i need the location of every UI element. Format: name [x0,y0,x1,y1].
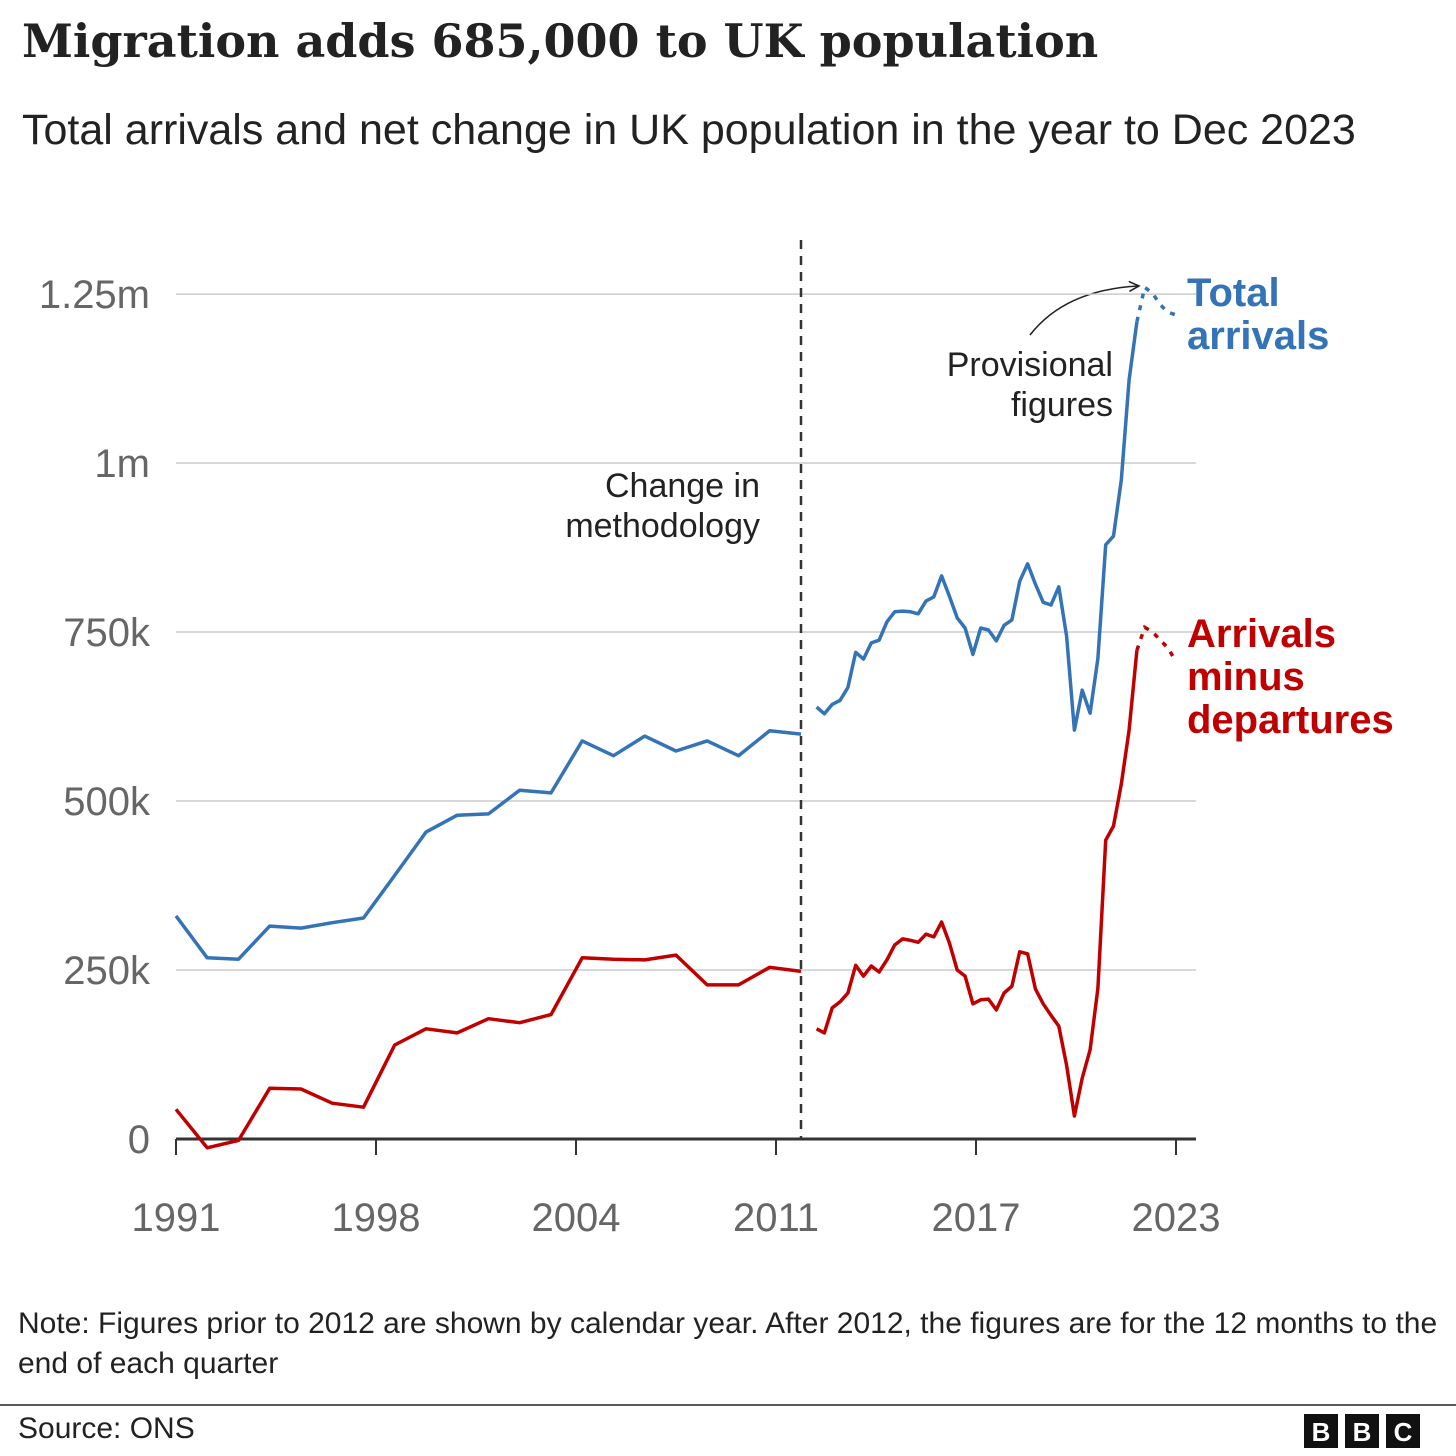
y-tick-label: 500k [63,780,151,824]
chart-note: Note: Figures prior to 2012 are shown by… [18,1307,1438,1380]
x-tick-label: 2004 [532,1196,621,1240]
y-tick-label: 1.25m [39,273,150,317]
bbc-logo: B B C [1304,1414,1420,1448]
annotation: Change in methodology [510,466,760,546]
chart-title: Migration adds 685,000 to UK population [22,14,1099,68]
series-label: Arrivals minus departures [1187,612,1394,742]
x-tick-label: 2011 [733,1196,819,1240]
y-tick-label: 1m [94,442,150,486]
series-label: Total arrivals [1187,271,1330,358]
logo-block [1304,1414,1338,1448]
y-tick-label: 750k [63,611,151,655]
series-line [174,953,802,1150]
logo-letter: B [1312,1417,1331,1447]
logo-block [1345,1414,1379,1448]
x-tick-label: 1991 [132,1196,221,1240]
chart-subtitle: Total arrivals and net change in UK popu… [22,106,1356,154]
x-tick-label: 2017 [932,1196,1021,1240]
y-tick-label: 0 [128,1118,150,1162]
logo-letter: B [1353,1417,1372,1447]
provisional-line [1135,624,1178,663]
annotation-arrow [1029,286,1138,336]
series-line [815,650,1139,1118]
provisional-line [1135,284,1177,323]
logo-block [1386,1414,1420,1448]
chart-source: Source: ONS [18,1412,195,1445]
y-tick-label: 250k [63,949,151,993]
x-tick-label: 2023 [1132,1196,1221,1240]
annotation: Provisional figures [946,346,1113,424]
logo-letter: C [1394,1417,1413,1447]
series-line [174,728,802,961]
series-line [815,321,1139,732]
x-tick-label: 1998 [332,1196,421,1240]
